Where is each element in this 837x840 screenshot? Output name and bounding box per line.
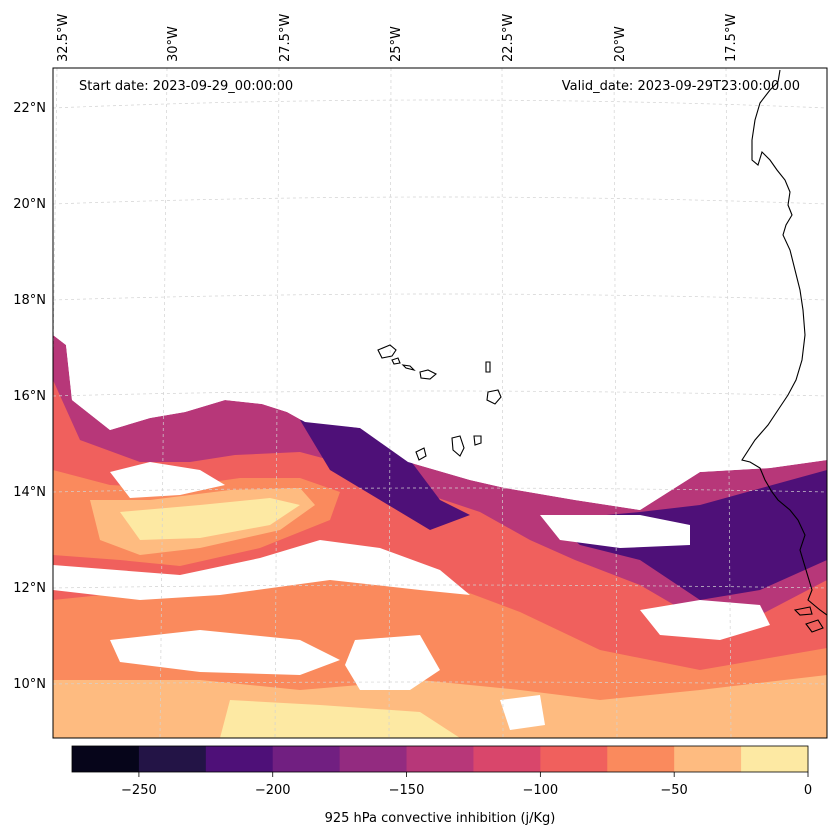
colorbar-swatch: [205, 746, 274, 772]
cape-verde-fogo: [415, 447, 427, 461]
colorbar-tick-label: −200: [255, 783, 291, 798]
bijagos-islands: [793, 606, 824, 633]
colorbar-tick-label: −150: [389, 783, 425, 798]
gridline-lon-22-5: [501, 68, 504, 738]
map-frame: [52, 67, 828, 739]
gridline-lat-10: [53, 681, 827, 685]
cape-verde-santiago: [451, 435, 465, 457]
cape-verde-maio: [473, 435, 482, 446]
colorbar-title: 925 hPa convective inhibition (j/Kg): [325, 811, 556, 826]
colorbar-swatch: [72, 746, 140, 772]
colorbar-swatch: [741, 746, 809, 772]
colorbar-swatch: [540, 746, 608, 772]
cin-nodata-north: [53, 68, 827, 510]
lon-label: 25°W: [389, 26, 404, 62]
colorbar-swatch: [272, 746, 341, 772]
gridline-lat-12: [53, 584, 827, 589]
lon-label: 30°W: [166, 26, 181, 62]
gridline-lon-17-5: [725, 68, 732, 738]
colorbar-frame: [71, 745, 809, 773]
coastlines: [377, 69, 827, 633]
cin-nodata-gap-3: [540, 515, 690, 548]
cin-nodata-gap-4: [110, 630, 440, 690]
gridline-lon-25: [388, 68, 392, 738]
cin-nodata-gap-2: [53, 540, 470, 600]
gridline-lat-20: [53, 196, 827, 205]
start-date-label: Start date: 2023-09-29_00:00:00: [79, 79, 293, 94]
colorbar-tick-label: −50: [660, 783, 687, 798]
lon-label: 20°W: [613, 26, 628, 62]
cape-verde-sal: [485, 361, 491, 373]
cape-verde-sao-vicente: [391, 357, 401, 365]
lat-label: 16°N: [13, 389, 46, 404]
colorbar-tick-labels: −250 −200 −150 −100 −50 0: [121, 783, 812, 798]
graticule: [53, 68, 827, 738]
cin-band-deep: [300, 420, 827, 600]
lat-label: 18°N: [13, 293, 46, 308]
colorbar: −250 −200 −150 −100 −50 0 925 hPa convec…: [71, 745, 812, 826]
colorbar-swatch: [607, 746, 675, 772]
lat-label: 20°N: [13, 197, 46, 212]
longitude-labels: 32.5°W 30°W 27.5°W 25°W 22.5°W 20°W 17.5…: [56, 14, 739, 62]
cape-verde-santo-antao: [377, 344, 397, 359]
cin-nodata-gap-1: [110, 462, 225, 498]
gridline-lat-18: [53, 293, 827, 301]
cin-band-yellow: [120, 498, 460, 738]
colorbar-swatches: [72, 746, 809, 772]
lon-label: 22.5°W: [501, 14, 516, 62]
latitude-labels: 22°N 20°N 18°N 16°N 14°N 12°N 10°N: [13, 101, 46, 692]
colorbar-swatch: [674, 746, 742, 772]
gridline-lat-14: [53, 487, 827, 493]
lon-label: 27.5°W: [278, 14, 293, 62]
cape-verde-sao-luzia: [419, 369, 437, 380]
lat-label: 22°N: [13, 101, 46, 116]
lat-label: 12°N: [13, 581, 46, 596]
colorbar-tick-label: 0: [804, 783, 812, 798]
colorbar-swatch: [339, 746, 408, 772]
lon-label: 32.5°W: [56, 14, 71, 62]
cape-verde-sao-nicolau: [401, 364, 416, 372]
colorbar-swatch: [406, 746, 474, 772]
colorbar-tick-label: −100: [522, 783, 558, 798]
valid-date-label: Valid_date: 2023-09-29T23:00:00.00: [562, 79, 800, 94]
gridline-lon-27-5: [274, 68, 280, 738]
cin-field: [53, 68, 827, 738]
africa-coastline: [741, 69, 827, 616]
colorbar-tick-label: −250: [121, 783, 157, 798]
lat-label: 10°N: [13, 677, 46, 692]
cin-nodata-gap-5: [500, 600, 770, 730]
gridline-lat-22: [53, 99, 827, 109]
lat-label: 14°N: [13, 485, 46, 500]
colorbar-ticks: [138, 772, 809, 777]
lon-label: 17.5°W: [724, 14, 739, 62]
cape-verde-boa-vista: [486, 389, 502, 405]
gridline-lon-30: [159, 68, 168, 738]
colorbar-swatch: [138, 746, 207, 772]
gridline-lon-20: [613, 68, 618, 738]
colorbar-swatch: [473, 746, 541, 772]
